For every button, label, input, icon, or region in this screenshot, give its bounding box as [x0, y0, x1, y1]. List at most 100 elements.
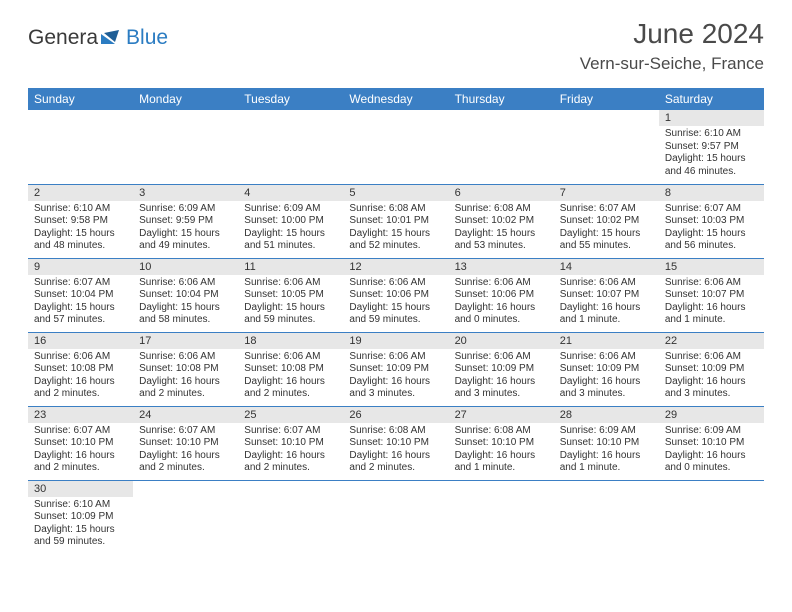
day-number: 10	[133, 259, 238, 275]
day-detail-line: Sunrise: 6:07 AM	[560, 203, 653, 216]
day-detail-line: Daylight: 16 hours	[455, 302, 548, 315]
calendar-day-cell: 1Sunrise: 6:10 AMSunset: 9:57 PMDaylight…	[659, 110, 764, 184]
day-detail-line: and 1 minute.	[455, 462, 548, 475]
calendar-day-cell: 26Sunrise: 6:08 AMSunset: 10:10 PMDaylig…	[343, 406, 448, 480]
day-detail-line: and 2 minutes.	[349, 462, 442, 475]
day-detail-line: Sunrise: 6:08 AM	[349, 203, 442, 216]
day-detail-line: Sunrise: 6:08 AM	[349, 425, 442, 438]
day-detail-line: Sunrise: 6:06 AM	[349, 351, 442, 364]
day-detail-line: Daylight: 16 hours	[455, 450, 548, 463]
day-detail-line: Sunrise: 6:10 AM	[34, 203, 127, 216]
day-details: Sunrise: 6:10 AMSunset: 9:57 PMDaylight:…	[659, 126, 764, 182]
day-detail-line: Sunrise: 6:09 AM	[665, 425, 758, 438]
day-detail-line: Daylight: 15 hours	[455, 228, 548, 241]
location: Vern-sur-Seiche, France	[580, 54, 764, 74]
day-detail-line: Daylight: 16 hours	[665, 302, 758, 315]
title-block: June 2024 Vern-sur-Seiche, France	[580, 18, 764, 74]
day-detail-line: and 51 minutes.	[244, 240, 337, 253]
day-detail-line: and 2 minutes.	[34, 388, 127, 401]
calendar-week-row: 1Sunrise: 6:10 AMSunset: 9:57 PMDaylight…	[28, 110, 764, 184]
weekday-header: Saturday	[659, 88, 764, 110]
day-details: Sunrise: 6:07 AMSunset: 10:04 PMDaylight…	[28, 275, 133, 331]
calendar-week-row: 23Sunrise: 6:07 AMSunset: 10:10 PMDaylig…	[28, 406, 764, 480]
day-detail-line: Sunrise: 6:06 AM	[560, 351, 653, 364]
day-detail-line: Sunset: 10:09 PM	[349, 363, 442, 376]
calendar-day-cell: 14Sunrise: 6:06 AMSunset: 10:07 PMDaylig…	[554, 258, 659, 332]
calendar-day-cell	[133, 110, 238, 184]
calendar-day-cell: 12Sunrise: 6:06 AMSunset: 10:06 PMDaylig…	[343, 258, 448, 332]
day-detail-line: Daylight: 15 hours	[244, 228, 337, 241]
calendar-week-row: 2Sunrise: 6:10 AMSunset: 9:58 PMDaylight…	[28, 184, 764, 258]
calendar-body: 1Sunrise: 6:10 AMSunset: 9:57 PMDaylight…	[28, 110, 764, 554]
day-number: 23	[28, 407, 133, 423]
day-detail-line: and 57 minutes.	[34, 314, 127, 327]
day-detail-line: Daylight: 15 hours	[665, 153, 758, 166]
day-detail-line: Sunset: 10:08 PM	[244, 363, 337, 376]
day-detail-line: Daylight: 16 hours	[244, 450, 337, 463]
day-detail-line: Sunrise: 6:08 AM	[455, 425, 548, 438]
calendar-week-row: 9Sunrise: 6:07 AMSunset: 10:04 PMDayligh…	[28, 258, 764, 332]
day-detail-line: Daylight: 16 hours	[34, 450, 127, 463]
calendar-day-cell: 21Sunrise: 6:06 AMSunset: 10:09 PMDaylig…	[554, 332, 659, 406]
calendar-week-row: 30Sunrise: 6:10 AMSunset: 10:09 PMDaylig…	[28, 480, 764, 554]
day-detail-line: Sunset: 10:07 PM	[665, 289, 758, 302]
day-details: Sunrise: 6:09 AMSunset: 10:00 PMDaylight…	[238, 201, 343, 257]
day-detail-line: Sunrise: 6:09 AM	[139, 203, 232, 216]
day-detail-line: and 53 minutes.	[455, 240, 548, 253]
day-details: Sunrise: 6:06 AMSunset: 10:06 PMDaylight…	[449, 275, 554, 331]
calendar-day-cell: 11Sunrise: 6:06 AMSunset: 10:05 PMDaylig…	[238, 258, 343, 332]
calendar-day-cell: 3Sunrise: 6:09 AMSunset: 9:59 PMDaylight…	[133, 184, 238, 258]
day-detail-line: Sunrise: 6:06 AM	[665, 351, 758, 364]
day-detail-line: Sunset: 10:09 PM	[455, 363, 548, 376]
day-number: 8	[659, 185, 764, 201]
day-detail-line: Daylight: 16 hours	[665, 376, 758, 389]
day-number: 12	[343, 259, 448, 275]
day-detail-line: Sunset: 10:10 PM	[349, 437, 442, 450]
day-detail-line: Daylight: 16 hours	[455, 376, 548, 389]
day-detail-line: Sunset: 10:02 PM	[455, 215, 548, 228]
day-detail-line: Sunrise: 6:06 AM	[560, 277, 653, 290]
day-detail-line: Sunset: 10:10 PM	[139, 437, 232, 450]
day-detail-line: Sunrise: 6:07 AM	[665, 203, 758, 216]
day-detail-line: and 1 minute.	[560, 462, 653, 475]
calendar-day-cell: 23Sunrise: 6:07 AMSunset: 10:10 PMDaylig…	[28, 406, 133, 480]
day-detail-line: Daylight: 15 hours	[665, 228, 758, 241]
day-detail-line: Sunrise: 6:06 AM	[244, 277, 337, 290]
day-detail-line: Daylight: 15 hours	[560, 228, 653, 241]
day-detail-line: Sunrise: 6:10 AM	[665, 128, 758, 141]
day-number: 3	[133, 185, 238, 201]
day-number: 6	[449, 185, 554, 201]
calendar-week-row: 16Sunrise: 6:06 AMSunset: 10:08 PMDaylig…	[28, 332, 764, 406]
day-detail-line: Sunset: 10:02 PM	[560, 215, 653, 228]
day-details: Sunrise: 6:06 AMSunset: 10:09 PMDaylight…	[554, 349, 659, 405]
day-number: 1	[659, 110, 764, 126]
day-detail-line: Sunrise: 6:06 AM	[455, 351, 548, 364]
day-number: 19	[343, 333, 448, 349]
day-detail-line: Sunset: 10:09 PM	[34, 511, 127, 524]
day-detail-line: Sunrise: 6:07 AM	[139, 425, 232, 438]
weekday-header-row: SundayMondayTuesdayWednesdayThursdayFrid…	[28, 88, 764, 110]
day-detail-line: Daylight: 15 hours	[349, 228, 442, 241]
day-detail-line: Sunrise: 6:06 AM	[139, 351, 232, 364]
day-detail-line: Daylight: 16 hours	[244, 376, 337, 389]
calendar-day-cell: 4Sunrise: 6:09 AMSunset: 10:00 PMDayligh…	[238, 184, 343, 258]
weekday-header: Tuesday	[238, 88, 343, 110]
weekday-header: Sunday	[28, 88, 133, 110]
day-details: Sunrise: 6:06 AMSunset: 10:08 PMDaylight…	[238, 349, 343, 405]
day-details: Sunrise: 6:06 AMSunset: 10:05 PMDaylight…	[238, 275, 343, 331]
calendar-day-cell	[28, 110, 133, 184]
calendar-day-cell	[449, 480, 554, 554]
day-detail-line: Sunset: 10:08 PM	[139, 363, 232, 376]
day-detail-line: Daylight: 16 hours	[139, 450, 232, 463]
day-number: 28	[554, 407, 659, 423]
day-detail-line: Daylight: 15 hours	[244, 302, 337, 315]
calendar-day-cell	[554, 480, 659, 554]
calendar-day-cell: 6Sunrise: 6:08 AMSunset: 10:02 PMDayligh…	[449, 184, 554, 258]
day-details: Sunrise: 6:07 AMSunset: 10:10 PMDaylight…	[238, 423, 343, 479]
calendar-day-cell	[133, 480, 238, 554]
day-details: Sunrise: 6:07 AMSunset: 10:03 PMDaylight…	[659, 201, 764, 257]
calendar-day-cell: 28Sunrise: 6:09 AMSunset: 10:10 PMDaylig…	[554, 406, 659, 480]
day-detail-line: Daylight: 15 hours	[349, 302, 442, 315]
weekday-header: Thursday	[449, 88, 554, 110]
day-detail-line: Daylight: 16 hours	[34, 376, 127, 389]
